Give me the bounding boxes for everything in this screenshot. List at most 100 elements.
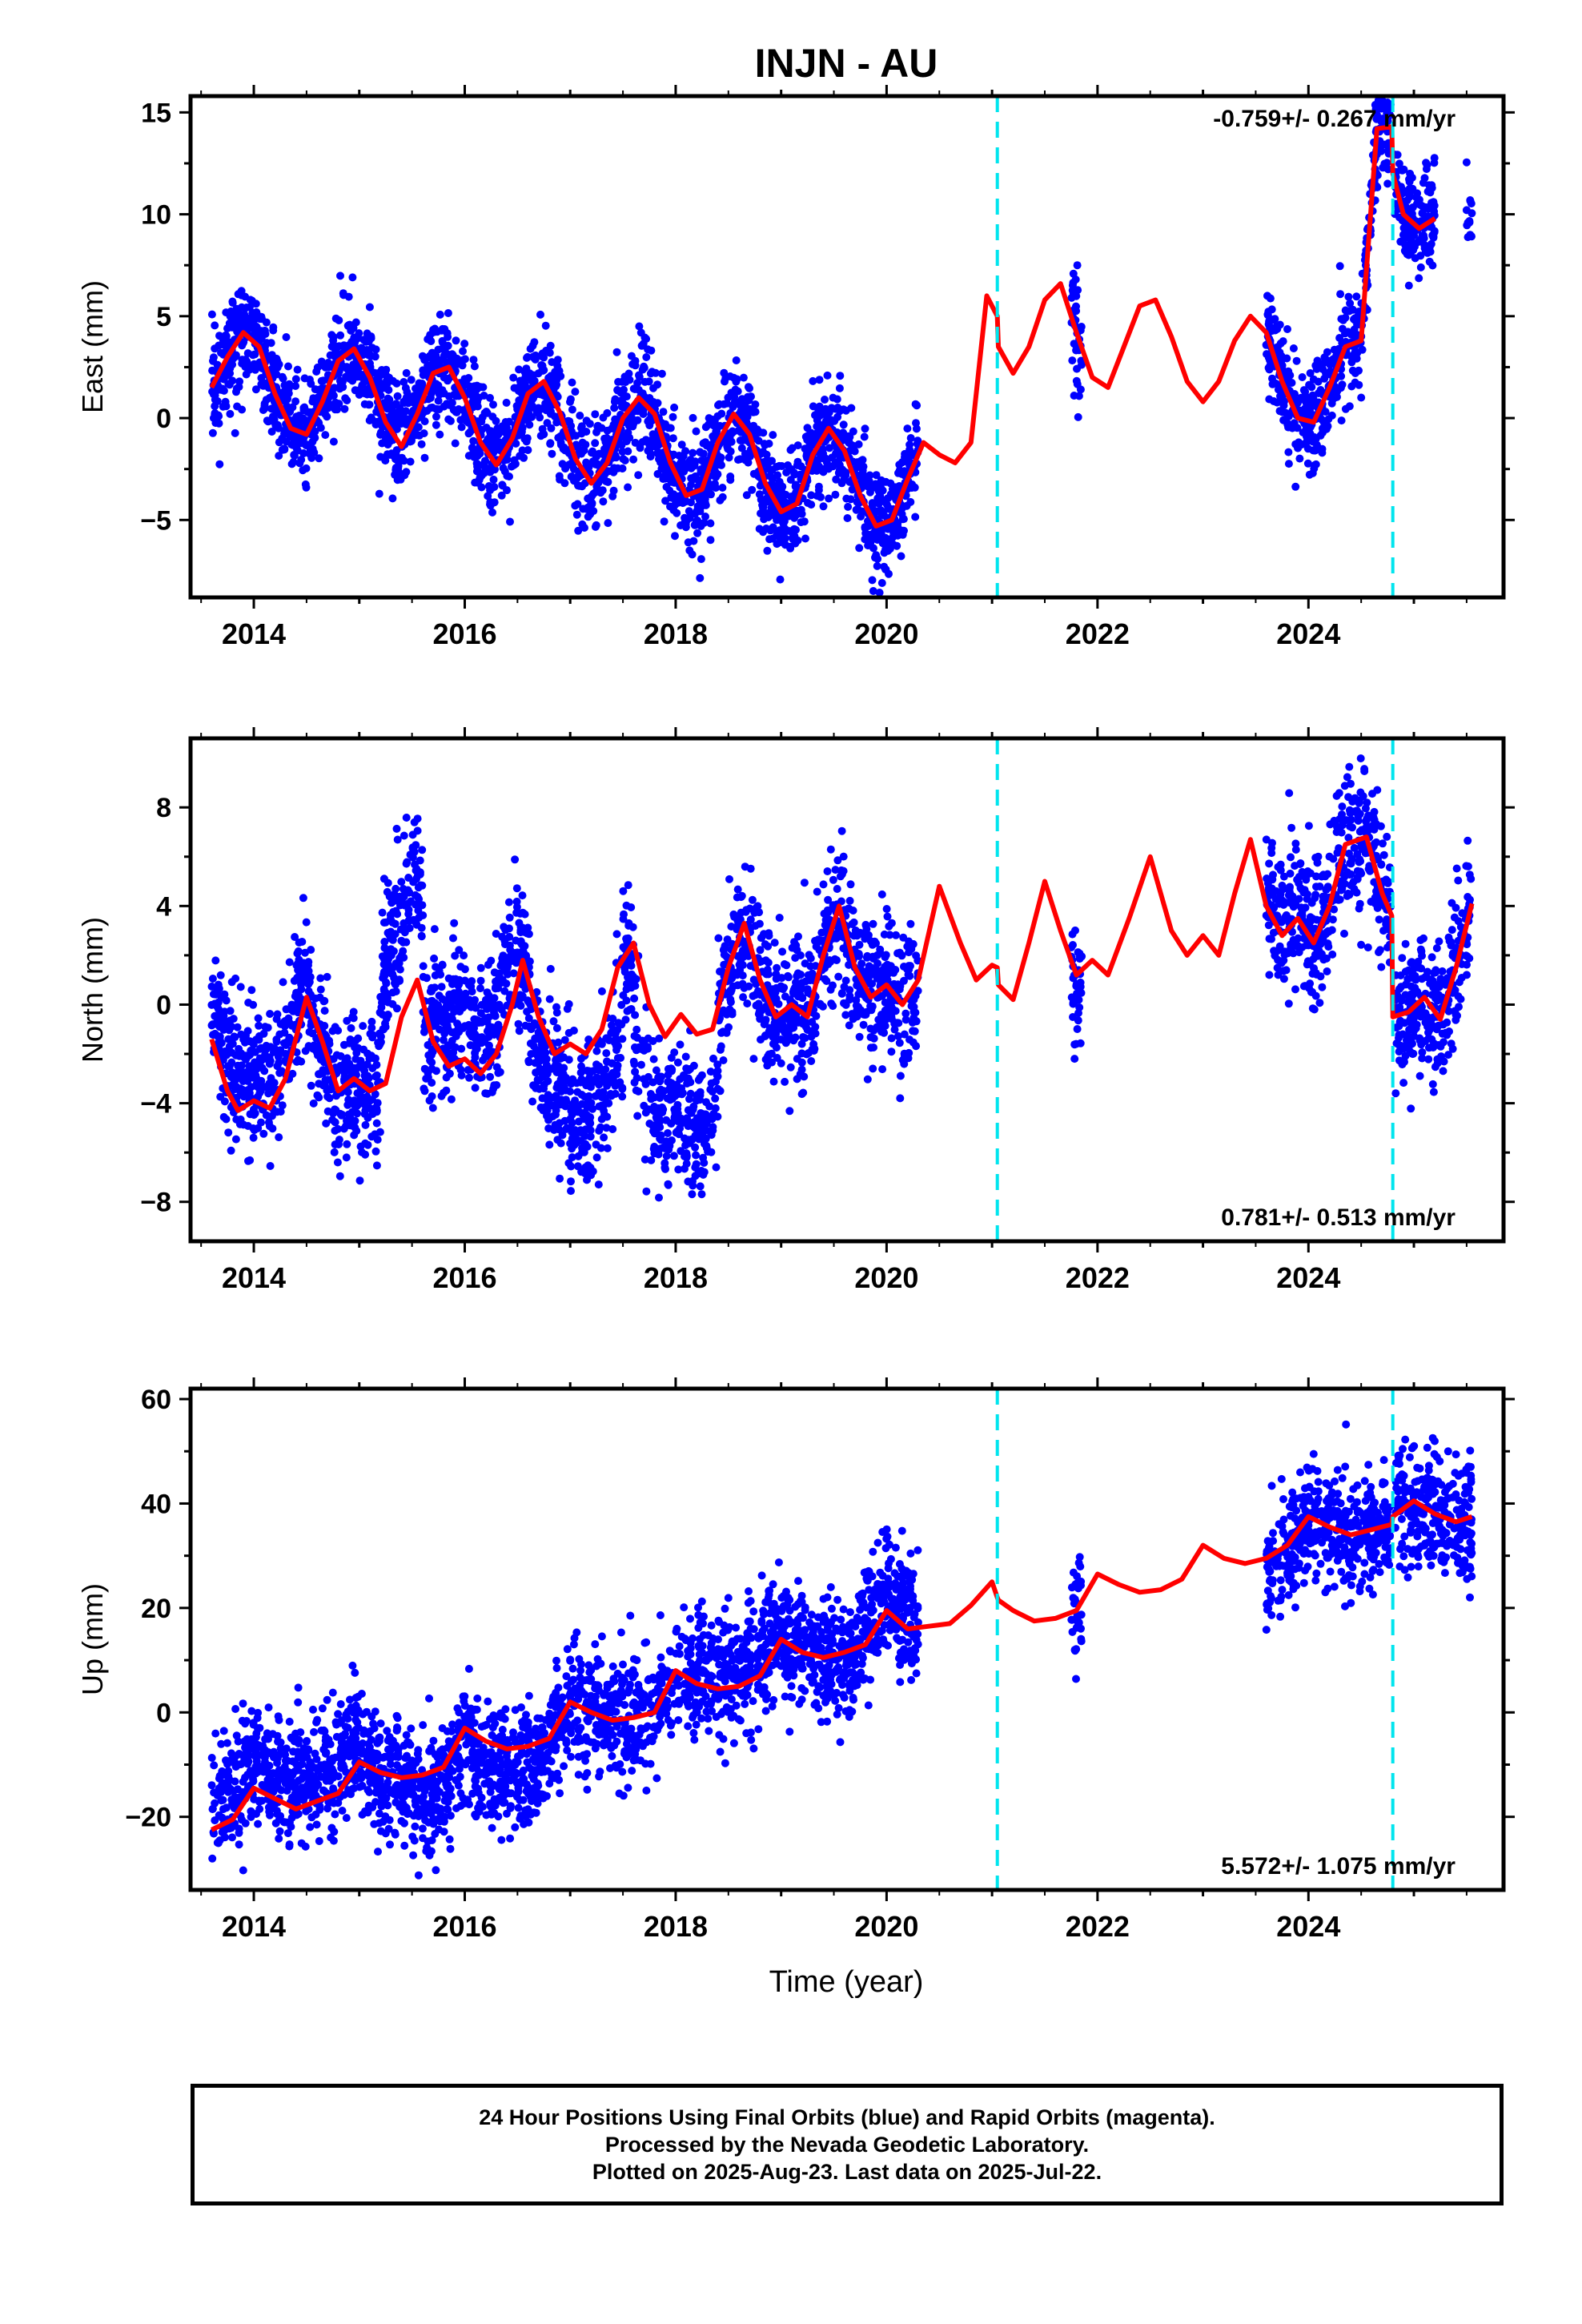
data-point (1271, 379, 1280, 388)
data-point (686, 1064, 694, 1073)
data-point (613, 386, 622, 394)
data-point (262, 396, 271, 404)
data-point (342, 1153, 351, 1162)
data-point (1377, 104, 1386, 113)
data-point (748, 485, 757, 494)
data-point (755, 490, 764, 499)
data-point (561, 464, 570, 473)
data-point (1357, 393, 1366, 402)
data-point (589, 507, 598, 516)
data-point (445, 392, 453, 400)
data-point (391, 412, 399, 420)
data-point (383, 440, 392, 449)
data-point (291, 382, 300, 390)
data-point (1341, 329, 1349, 338)
data-point (430, 954, 439, 963)
data-point (1332, 352, 1341, 360)
data-point (752, 1001, 761, 1010)
data-point (505, 913, 514, 922)
data-point (1463, 221, 1472, 230)
data-point (511, 855, 520, 864)
data-point (359, 347, 367, 356)
data-point (733, 387, 742, 396)
data-point (488, 508, 496, 517)
data-point (1292, 356, 1301, 365)
data-point (457, 423, 466, 432)
data-point (1438, 0, 1446, 4)
data-point (343, 1016, 351, 1025)
data-point (479, 383, 488, 392)
data-point (1285, 378, 1294, 387)
data-point (790, 513, 799, 522)
data-point (402, 368, 411, 377)
data-point (848, 485, 857, 494)
data-point (683, 464, 692, 472)
data-point (440, 344, 449, 352)
data-point (413, 893, 422, 901)
data-point (278, 372, 287, 381)
data-point (709, 416, 717, 424)
data-point (1422, 165, 1431, 173)
data-point (769, 431, 777, 440)
data-point (549, 1017, 558, 1026)
data-point (790, 470, 799, 479)
data-point (569, 1026, 578, 1035)
data-point (580, 524, 588, 532)
data-point (1435, 0, 1443, 4)
data-point (1283, 354, 1291, 363)
data-point (228, 320, 237, 328)
data-point (604, 519, 612, 528)
data-point (870, 528, 879, 537)
data-point (339, 1040, 348, 1049)
data-point (469, 436, 478, 445)
data-point (1351, 369, 1359, 377)
data-point (234, 290, 243, 299)
data-point (597, 987, 606, 995)
data-point (616, 396, 624, 405)
data-point (611, 1089, 620, 1098)
data-point (817, 493, 825, 501)
data-point (1299, 386, 1308, 395)
data-point (1337, 416, 1346, 425)
data-point (209, 414, 218, 422)
data-point (790, 525, 799, 533)
data-point (372, 1161, 381, 1170)
data-point (791, 954, 800, 963)
data-point (815, 376, 824, 384)
data-point (448, 399, 456, 407)
data-point (331, 1118, 339, 1127)
data-point (662, 483, 671, 491)
data-point (1449, 0, 1457, 4)
data-point (347, 1023, 355, 1032)
data-point (548, 358, 556, 367)
data-point (263, 352, 272, 360)
data-point (687, 474, 696, 483)
data-point (252, 308, 261, 316)
data-point (255, 315, 264, 324)
data-point (620, 385, 628, 394)
data-point (469, 356, 478, 364)
data-point (524, 446, 532, 454)
data-point (1424, 244, 1433, 253)
data-point (529, 394, 538, 403)
data-point (777, 1059, 785, 1068)
data-point (1380, 159, 1389, 168)
data-point (762, 525, 771, 533)
data-point (852, 1001, 861, 1010)
data-point (372, 1119, 381, 1128)
data-point (567, 472, 576, 481)
data-point (1353, 320, 1362, 329)
data-point (844, 502, 853, 511)
data-point (219, 340, 227, 349)
data-point (1323, 370, 1332, 379)
data-point (599, 413, 608, 422)
data-point (671, 501, 680, 509)
data-point (459, 406, 468, 415)
data-point (591, 410, 600, 419)
data-point (1442, 0, 1450, 4)
data-point (556, 475, 564, 484)
data-point (645, 444, 654, 453)
data-point (430, 925, 439, 934)
data-point (792, 480, 800, 489)
data-point (604, 477, 612, 486)
